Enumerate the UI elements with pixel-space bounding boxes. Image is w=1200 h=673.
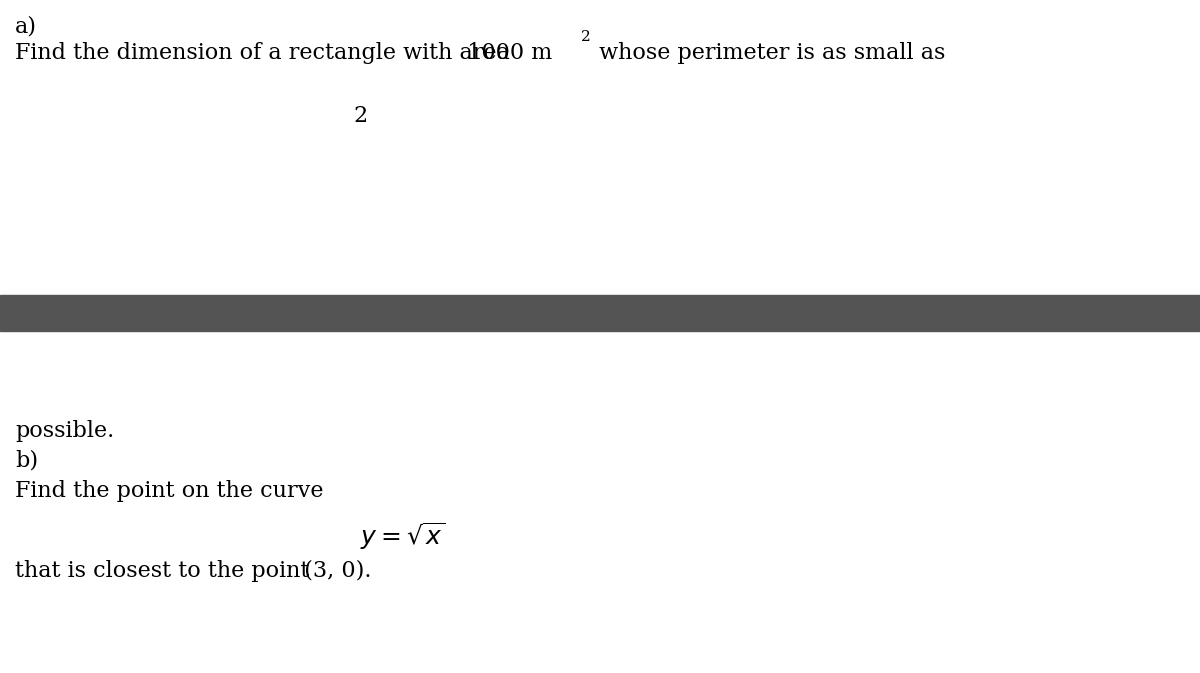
Text: whose perimeter is as small as: whose perimeter is as small as <box>592 42 946 64</box>
Text: (3, 0).: (3, 0). <box>290 560 372 582</box>
Text: that is closest to the point: that is closest to the point <box>14 560 310 582</box>
Text: Find the dimension of a rectangle with area: Find the dimension of a rectangle with a… <box>14 42 510 64</box>
Text: possible.: possible. <box>14 420 114 442</box>
Text: $y = \sqrt{x}$: $y = \sqrt{x}$ <box>360 520 445 551</box>
Text: 1000 m: 1000 m <box>454 42 552 64</box>
Text: 2: 2 <box>581 30 590 44</box>
Text: Find the point on the curve: Find the point on the curve <box>14 480 324 502</box>
Text: a): a) <box>14 15 37 37</box>
Text: 2: 2 <box>353 105 367 127</box>
Text: b): b) <box>14 450 38 472</box>
